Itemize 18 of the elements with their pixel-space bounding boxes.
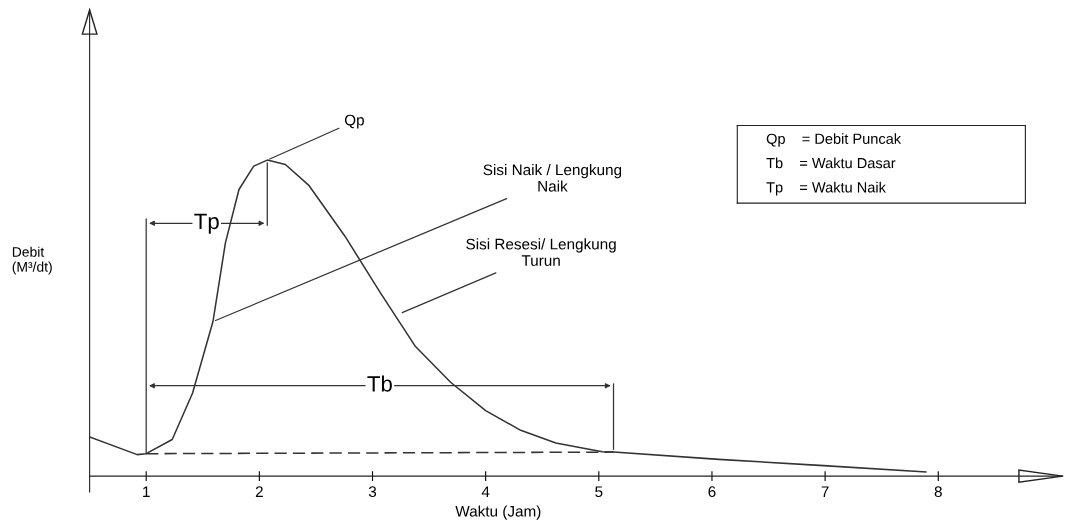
annotation: Sisi Naik / Lengkung Naik: [483, 164, 622, 192]
x-tick-label: 7: [821, 486, 829, 497]
x-tick-label: 3: [368, 486, 377, 498]
annotation: Qp: [344, 114, 364, 129]
x-tick-label: 8: [934, 486, 942, 498]
x-tick-label: 2: [255, 486, 263, 497]
annotation: Tp: [194, 213, 219, 234]
text: Qp = Debit Puncak: [766, 133, 902, 147]
x-tick-label: 1: [143, 486, 150, 497]
annotation: Tb = Waktu Dasar: [766, 157, 896, 169]
x-tick-label: 6: [708, 486, 716, 498]
x-tick-label: 5: [595, 486, 603, 498]
annotation: Sisi Resesi/ Lengkung Turun: [466, 238, 616, 266]
y-axis-title: Debit (M³/dt): [12, 246, 52, 275]
x-axis-title: Waktu (Jam): [455, 505, 541, 520]
annotation: Tp = Waktu Naik: [766, 181, 886, 196]
x-tick-label: 4: [481, 486, 490, 497]
annotation: Tb: [367, 375, 392, 392]
